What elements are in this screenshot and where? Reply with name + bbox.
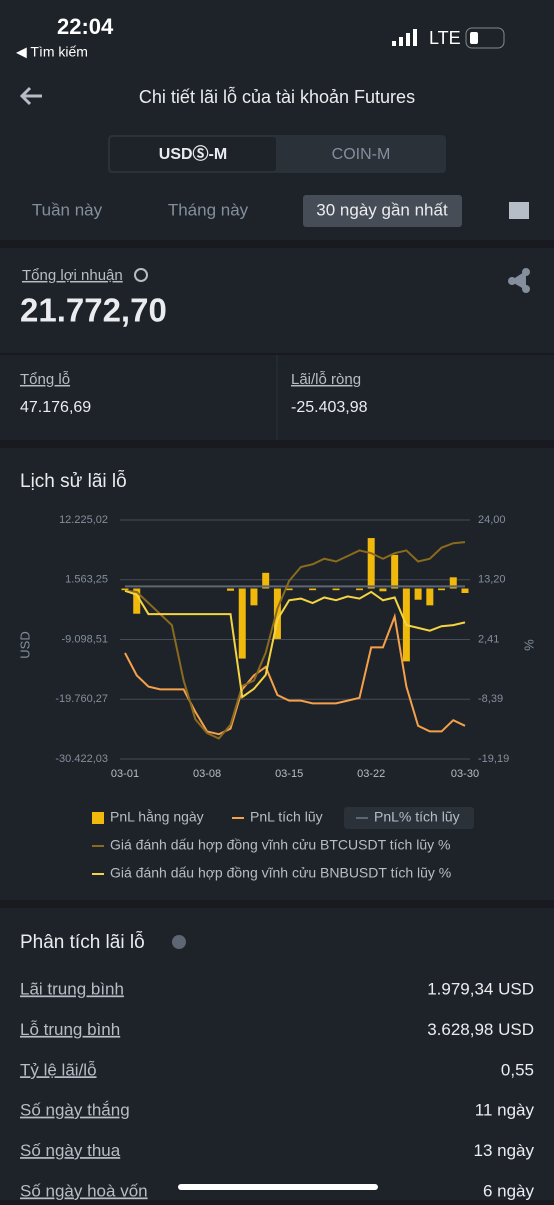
section-title: Phân tích lãi lỗ — [20, 931, 145, 953]
home-indicator — [178, 1184, 378, 1190]
legend-label: Giá đánh dấu hợp đồng vĩnh cửu BTCUSDT t… — [110, 837, 450, 853]
bar — [426, 588, 434, 606]
bar — [285, 588, 293, 591]
y2-tick-label: -19,19 — [478, 753, 509, 765]
bar — [121, 588, 129, 591]
period-active[interactable] — [303, 195, 462, 227]
bar — [250, 588, 258, 606]
x-tick-label: 03-30 — [451, 768, 479, 780]
y-tick-label: -9.098,51 — [62, 633, 108, 645]
bar — [461, 588, 469, 593]
row-value: 3.628,98 USD — [427, 1020, 534, 1039]
calendar-icon[interactable] — [509, 202, 529, 219]
back-link[interactable]: ◀ Tìm kiếm — [16, 44, 88, 60]
row-value: 1.979,34 USD — [427, 979, 534, 998]
legend-label: Giá đánh dấu hợp đồng vĩnh cửu BNBUSDT t… — [110, 865, 451, 881]
chart: 12.225,02 1.563,25 -9.098,51 -19.760,27 -30.… — [17, 514, 536, 881]
row-label: Số ngày hoà vốn — [20, 1181, 148, 1200]
line — [124, 541, 466, 740]
battery — [465, 27, 505, 49]
x-tick-label: 03-08 — [193, 768, 221, 780]
row-value: 6 ngày — [483, 1181, 535, 1200]
eye-icon[interactable] — [134, 268, 148, 282]
y2-tick-label: -8,39 — [478, 693, 503, 705]
row-label: Số ngày thua — [20, 1141, 121, 1160]
loss-value: 47.176,69 — [20, 399, 91, 416]
bar — [379, 588, 387, 592]
total-value: 21.772,70 — [20, 292, 167, 329]
share-icon[interactable] — [508, 268, 530, 293]
bar — [133, 588, 141, 614]
row-value: 11 ngày — [475, 1101, 535, 1120]
legend-label: PnL hằng ngày — [110, 809, 204, 825]
loss-label: Tổng lỗ — [20, 371, 70, 388]
y2-axis-label: % — [522, 639, 537, 651]
bar — [238, 588, 246, 659]
period[interactable]: Tháng này — [168, 200, 249, 219]
info-icon[interactable] — [172, 935, 186, 949]
tab[interactable]: USDⓈ-M — [159, 144, 227, 163]
line — [124, 612, 466, 736]
bar — [355, 588, 363, 591]
page-title: Chi tiết lãi lỗ của tài khoản Futures — [139, 86, 415, 107]
line — [124, 589, 466, 699]
y-tick-label: 1.563,25 — [65, 574, 108, 586]
legend-highlight — [344, 807, 474, 829]
period[interactable]: 30 ngày gần nhất — [316, 200, 448, 219]
analysis-rows: Lãi trung bình 1.979,34 USD Lỗ trung bình 3… — [20, 979, 535, 1200]
y-tick-label: -19.760,27 — [55, 693, 108, 705]
row-label: Lỗ trung bình — [20, 1020, 120, 1039]
legend-label: PnL% tích lũy — [374, 809, 460, 825]
y2-tick-label: 24,00 — [478, 514, 506, 526]
y2-tick-label: 13,20 — [478, 574, 506, 586]
tab[interactable]: COIN-M — [332, 146, 391, 163]
y2-tick-label: 2,41 — [478, 633, 499, 645]
bar — [262, 572, 270, 589]
bar — [414, 588, 422, 600]
legend-swatch — [92, 812, 104, 824]
row-label: Lãi trung bình — [20, 979, 124, 998]
analysis-panel — [0, 908, 554, 1200]
profit-panel — [0, 248, 554, 353]
section-title: Lịch sử lãi lỗ — [20, 470, 127, 492]
x-tick-label: 03-15 — [275, 768, 303, 780]
y-tick-label: 12.225,02 — [59, 514, 108, 526]
tab-active[interactable] — [110, 137, 276, 171]
signal — [392, 29, 417, 46]
back-arrow[interactable] — [19, 86, 42, 106]
x-tick-label: 03-22 — [357, 768, 385, 780]
x-tick-label: 03-01 — [111, 768, 139, 780]
bar — [367, 538, 375, 589]
total-label: Tổng lợi nhuận — [22, 267, 123, 284]
row-value: 0,55 — [501, 1060, 534, 1079]
bar — [438, 588, 446, 591]
legend-label: PnL tích lũy — [250, 809, 323, 825]
net-value: -25.403,98 — [291, 399, 368, 416]
bar — [309, 588, 317, 591]
bar — [449, 577, 457, 589]
row-label: Tỷ lệ lãi/lỗ — [20, 1060, 97, 1079]
y-tick-label: -30.422,03 — [55, 753, 108, 765]
row-value: 13 ngày — [474, 1141, 535, 1160]
bar — [273, 588, 281, 639]
bar — [332, 588, 340, 591]
battery-level — [470, 32, 478, 44]
time: 22:04 — [57, 14, 114, 39]
period[interactable]: Tuần này — [32, 200, 103, 219]
bar — [391, 554, 399, 589]
network: LTE — [429, 28, 461, 48]
y-axis-label: USD — [17, 631, 32, 658]
net-label: Lãi/lỗ ròng — [291, 371, 361, 388]
bar — [227, 588, 235, 591]
row-label: Số ngày thắng — [20, 1101, 130, 1120]
